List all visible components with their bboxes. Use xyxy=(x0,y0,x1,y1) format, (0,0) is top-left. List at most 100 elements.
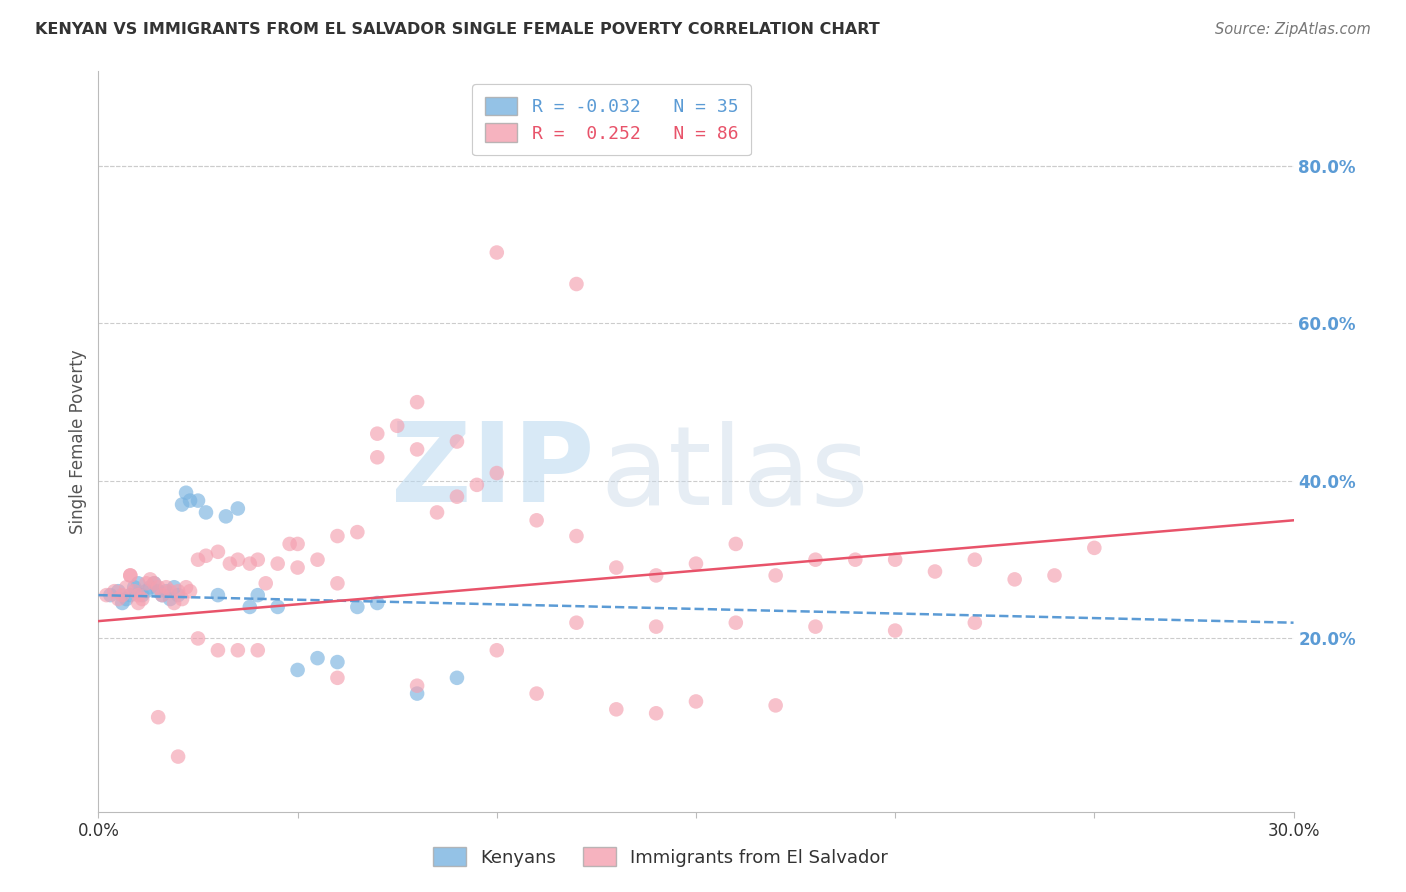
Point xyxy=(326,529,349,543)
Point xyxy=(645,619,668,633)
Point xyxy=(127,596,149,610)
Point xyxy=(167,584,190,599)
Point xyxy=(111,588,134,602)
Point xyxy=(195,549,218,563)
Point xyxy=(385,418,409,433)
Point xyxy=(246,552,269,566)
Point xyxy=(406,395,429,409)
Point xyxy=(804,619,827,633)
Point xyxy=(135,576,157,591)
Point xyxy=(267,557,290,571)
Point xyxy=(148,710,170,724)
Point xyxy=(366,596,388,610)
Point xyxy=(1004,573,1026,587)
Point xyxy=(163,596,186,610)
Point xyxy=(804,552,827,566)
Point xyxy=(526,687,548,701)
Point xyxy=(1083,541,1105,555)
Point xyxy=(239,557,262,571)
Point xyxy=(226,552,249,566)
Point xyxy=(207,643,229,657)
Point xyxy=(167,749,190,764)
Point xyxy=(326,671,349,685)
Point xyxy=(148,584,170,599)
Point xyxy=(724,537,747,551)
Point xyxy=(446,490,468,504)
Point xyxy=(426,505,449,519)
Point xyxy=(565,615,588,630)
Point xyxy=(124,584,146,599)
Point xyxy=(226,643,249,657)
Point xyxy=(287,560,309,574)
Point xyxy=(366,450,388,465)
Point xyxy=(187,552,209,566)
Point xyxy=(103,584,125,599)
Point xyxy=(565,277,588,291)
Point xyxy=(174,485,197,500)
Point xyxy=(446,434,468,449)
Point xyxy=(107,584,129,599)
Point xyxy=(139,573,162,587)
Point xyxy=(195,505,218,519)
Point xyxy=(844,552,866,566)
Point xyxy=(187,632,209,646)
Point xyxy=(465,478,488,492)
Point xyxy=(485,245,508,260)
Point xyxy=(155,584,177,599)
Point xyxy=(172,498,194,512)
Point xyxy=(155,580,177,594)
Text: Source: ZipAtlas.com: Source: ZipAtlas.com xyxy=(1215,22,1371,37)
Point xyxy=(884,552,907,566)
Point xyxy=(605,560,627,574)
Point xyxy=(307,651,329,665)
Point xyxy=(1043,568,1066,582)
Point xyxy=(765,568,787,582)
Point xyxy=(963,552,986,566)
Point xyxy=(246,643,269,657)
Point xyxy=(172,592,194,607)
Point xyxy=(163,580,186,594)
Point xyxy=(120,568,142,582)
Point xyxy=(287,663,309,677)
Point xyxy=(111,596,134,610)
Point xyxy=(485,466,508,480)
Point xyxy=(115,580,138,594)
Point xyxy=(179,493,201,508)
Point xyxy=(187,493,209,508)
Point xyxy=(246,588,269,602)
Point xyxy=(526,513,548,527)
Legend: R = -0.032   N = 35, R =  0.252   N = 86: R = -0.032 N = 35, R = 0.252 N = 86 xyxy=(472,84,751,155)
Point xyxy=(307,552,329,566)
Point xyxy=(207,588,229,602)
Point xyxy=(215,509,238,524)
Point xyxy=(924,565,946,579)
Point xyxy=(120,588,142,602)
Point xyxy=(120,568,142,582)
Point xyxy=(226,501,249,516)
Point xyxy=(174,580,197,594)
Point xyxy=(159,584,181,599)
Point xyxy=(326,576,349,591)
Point xyxy=(207,545,229,559)
Point xyxy=(131,592,153,607)
Point xyxy=(645,706,668,721)
Point xyxy=(127,576,149,591)
Point xyxy=(159,592,181,607)
Text: KENYAN VS IMMIGRANTS FROM EL SALVADOR SINGLE FEMALE POVERTY CORRELATION CHART: KENYAN VS IMMIGRANTS FROM EL SALVADOR SI… xyxy=(35,22,880,37)
Point xyxy=(219,557,242,571)
Point xyxy=(406,442,429,457)
Point xyxy=(884,624,907,638)
Point xyxy=(239,599,262,614)
Point xyxy=(143,576,166,591)
Point xyxy=(127,588,149,602)
Point xyxy=(605,702,627,716)
Point xyxy=(143,576,166,591)
Text: atlas: atlas xyxy=(600,421,869,528)
Point xyxy=(685,694,707,708)
Y-axis label: Single Female Poverty: Single Female Poverty xyxy=(69,350,87,533)
Point xyxy=(107,592,129,607)
Point xyxy=(98,588,122,602)
Point xyxy=(446,671,468,685)
Point xyxy=(326,655,349,669)
Point xyxy=(765,698,787,713)
